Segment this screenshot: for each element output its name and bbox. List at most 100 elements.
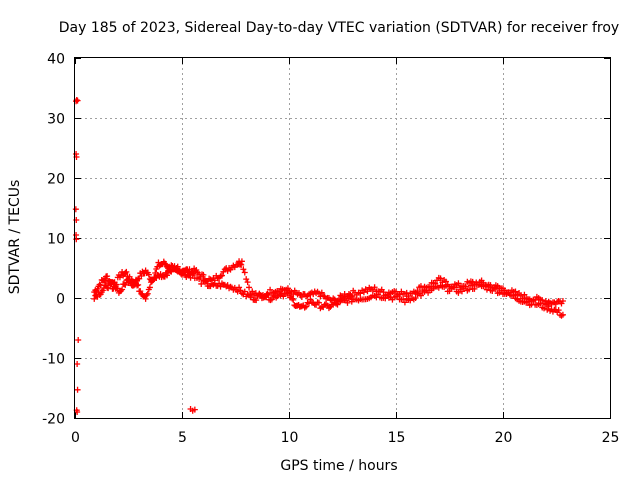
- data-point: [111, 279, 118, 286]
- y-tick-label: 10: [47, 232, 65, 248]
- data-point: [122, 269, 129, 276]
- data-point: [135, 281, 142, 288]
- data-point: [315, 299, 322, 306]
- data-point: [467, 282, 474, 289]
- data-point: [218, 272, 225, 279]
- data-point: [119, 286, 126, 293]
- data-point: [298, 294, 305, 301]
- data-point: [244, 279, 251, 286]
- data-point: [74, 409, 81, 415]
- data-point: [74, 361, 81, 367]
- x-tick-label: 20: [495, 430, 513, 446]
- data-point: [238, 261, 245, 268]
- data-point: [174, 263, 181, 270]
- data-point: [530, 298, 537, 305]
- data-point: [521, 291, 528, 298]
- data-point: [403, 289, 410, 296]
- data-point: [489, 287, 496, 294]
- y-tick-label: -20: [42, 412, 65, 428]
- data-point: [198, 280, 205, 287]
- data-point: [545, 303, 552, 310]
- data-point: [380, 289, 387, 296]
- data-point: [307, 296, 314, 303]
- data-point: [168, 262, 175, 269]
- data-point: [237, 287, 244, 294]
- x-axis-label: GPS time / hours: [280, 458, 397, 474]
- y-axis-label: SDTVAR / TECUs: [7, 180, 23, 295]
- data-point: [541, 305, 548, 312]
- data-point: [364, 288, 371, 295]
- data-point: [498, 287, 505, 294]
- data-point: [203, 278, 210, 285]
- data-point: [451, 284, 458, 291]
- data-point: [317, 305, 324, 312]
- data-point: [105, 285, 112, 292]
- data-point: [289, 295, 296, 302]
- data-point: [253, 297, 260, 304]
- data-point: [442, 282, 449, 289]
- data-point: [238, 258, 245, 265]
- y-tick-label: 30: [47, 112, 65, 128]
- data-point: [417, 283, 424, 290]
- data-point: [142, 295, 149, 302]
- data-point: [210, 281, 217, 288]
- data-point: [371, 284, 378, 291]
- data-point: [344, 299, 351, 306]
- data-point: [318, 289, 325, 296]
- data-point: [455, 280, 462, 287]
- data-point: [161, 260, 168, 267]
- data-point: [492, 286, 499, 293]
- data-point: [74, 97, 81, 104]
- data-point: [524, 298, 531, 305]
- data-point: [138, 273, 145, 280]
- data-point: [559, 298, 566, 304]
- data-point: [290, 296, 297, 303]
- data-point: [401, 299, 408, 306]
- data-point: [482, 283, 489, 290]
- data-point: [555, 307, 562, 314]
- y-tick-label: 40: [47, 52, 65, 68]
- data-point: [512, 288, 519, 295]
- x-tick-label: 10: [281, 430, 299, 446]
- data-point: [75, 337, 82, 343]
- x-tick-label: 15: [388, 430, 406, 446]
- data-point: [264, 290, 271, 297]
- chart-title: Day 185 of 2023, Sidereal Day-to-day VTE…: [59, 20, 619, 36]
- data-point: [149, 278, 156, 285]
- data-point: [334, 301, 341, 308]
- data-point: [189, 271, 196, 278]
- data-point: [485, 283, 492, 290]
- x-tick-label: 0: [71, 430, 80, 446]
- data-point: [200, 271, 207, 278]
- data-point: [288, 292, 295, 299]
- data-point: [360, 289, 367, 296]
- y-tick-label: 20: [47, 172, 65, 188]
- data-point: [246, 284, 253, 291]
- data-point: [122, 281, 129, 288]
- data-point: [455, 289, 462, 296]
- data-point: [146, 284, 153, 291]
- data-point: [417, 292, 424, 299]
- data-point: [91, 295, 98, 302]
- data-point: [437, 275, 444, 282]
- data-point: [286, 289, 292, 296]
- data-point: [72, 206, 79, 213]
- data-point: [267, 286, 274, 293]
- data-point: [167, 266, 174, 273]
- data-point: [471, 285, 478, 292]
- axis-ticks: 0 5 10 15 20 25 -20 -10 0 10 20 30 40: [42, 52, 619, 447]
- data-point: [248, 292, 255, 299]
- plot-area: [72, 97, 566, 415]
- y-tick-label: 0: [56, 292, 65, 308]
- data-point: [558, 312, 565, 319]
- data-point: [137, 288, 144, 295]
- data-point: [144, 290, 151, 297]
- grid: [75, 58, 610, 418]
- data-point: [303, 303, 310, 310]
- data-point: [196, 275, 203, 282]
- data-point: [104, 273, 111, 280]
- data-point: [243, 276, 250, 283]
- data-point: [559, 311, 566, 318]
- data-point: [241, 269, 248, 276]
